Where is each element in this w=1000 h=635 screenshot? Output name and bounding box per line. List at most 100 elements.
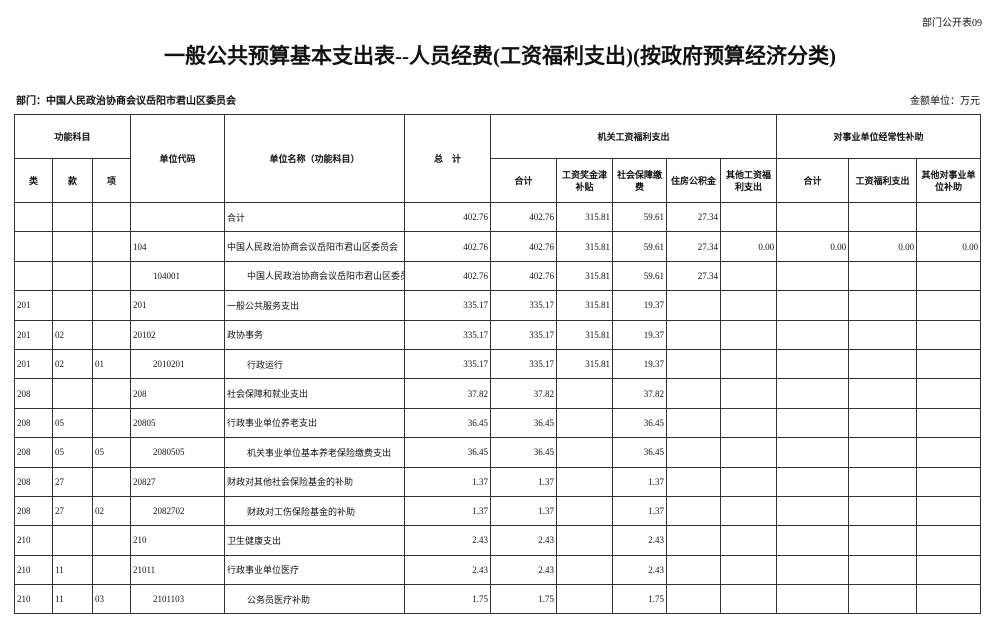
table-row: 208 208 社会保障和就业支出 37.82 37.82 37.82 (14, 378, 982, 409)
cell (848, 437, 918, 468)
table-row: 210 11 21011 行政事业单位医疗 2.43 2.43 2.43 (14, 554, 982, 586)
cell: 机关事业单位基本养老保险缴费支出 (224, 437, 405, 468)
table-row: 208 05 20805 行政事业单位养老支出 36.45 36.45 36.45 (14, 407, 982, 439)
cell (719, 407, 778, 439)
cell: 19.37 (612, 290, 667, 321)
table-row: 208 27 20827 财政对其他社会保险基金的补助 1.37 1.37 1.37 (14, 466, 982, 497)
cell: 201 (14, 290, 53, 321)
header-cell: 总 计 (404, 114, 491, 203)
cell: 11 (52, 584, 93, 615)
header-cell: 合计 (490, 158, 557, 203)
cell (92, 319, 131, 350)
cell: 中国人民政治协商会议岳阳市君山区委员会 (224, 260, 405, 292)
cell: 27 (52, 466, 93, 497)
cell: 1.37 (404, 495, 491, 527)
cell (92, 201, 131, 233)
cell: 1.37 (404, 466, 491, 497)
cell (92, 525, 131, 556)
cell (556, 495, 613, 527)
cell: 2082702 (130, 495, 225, 527)
cell: 36.45 (404, 407, 491, 439)
cell (848, 290, 918, 321)
table-row: 104 中国人民政治协商会议岳阳市君山区委员会 402.76 402.76 315.81… (14, 231, 982, 262)
cell: 36.45 (490, 407, 557, 439)
cell (666, 554, 721, 586)
cell (776, 290, 850, 321)
cell: 402.76 (490, 260, 557, 292)
cell: 36.45 (612, 407, 667, 439)
cell: 37.82 (612, 378, 667, 409)
cell (848, 348, 918, 380)
cell: 2.43 (404, 554, 491, 586)
cell: 2.43 (490, 554, 557, 586)
cell: 36.45 (612, 437, 667, 468)
cell: 335.17 (404, 290, 491, 321)
cell (776, 378, 850, 409)
cell (916, 260, 982, 292)
cell: 02 (52, 319, 93, 350)
cell (776, 319, 850, 350)
cell (916, 348, 982, 380)
cell: 59.61 (612, 201, 667, 233)
cell: 社会保障和就业支出 (224, 378, 405, 409)
cell: 201 (14, 319, 53, 350)
cell (556, 378, 613, 409)
cell: 2.43 (490, 525, 557, 556)
header-cell: 单位代码 (130, 114, 225, 203)
cell: 59.61 (612, 260, 667, 292)
cell: 59.61 (612, 231, 667, 262)
cell: 335.17 (404, 348, 491, 380)
cell: 0.00 (719, 231, 778, 262)
cell: 37.82 (490, 378, 557, 409)
cell: 01 (92, 348, 131, 380)
cell: 201 (130, 290, 225, 321)
cell: 2080505 (130, 437, 225, 468)
cell (52, 290, 93, 321)
cell (776, 348, 850, 380)
cell: 行政事业单位医疗 (224, 554, 405, 586)
header-cell: 对事业单位经常性补助 (776, 114, 982, 159)
cell: 402.76 (404, 231, 491, 262)
cell (848, 260, 918, 292)
cell: 335.17 (490, 290, 557, 321)
table-row: 104001 中国人民政治协商会议岳阳市君山区委员会 402.76 402.76 315… (14, 260, 982, 292)
cell (719, 584, 778, 615)
cell (556, 584, 613, 615)
cell: 402.76 (404, 260, 491, 292)
cell: 02 (92, 495, 131, 527)
cell: 05 (92, 437, 131, 468)
cell (556, 525, 613, 556)
cell (776, 260, 850, 292)
cell: 0.00 (848, 231, 918, 262)
cell: 05 (52, 407, 93, 439)
header-cell: 住房公积金 (666, 158, 721, 203)
cell (848, 554, 918, 586)
cell: 37.82 (404, 378, 491, 409)
cell (848, 525, 918, 556)
cell: 公务员医疗补助 (224, 584, 405, 615)
cell: 11 (52, 554, 93, 586)
header-cell: 单位名称（功能科目） (224, 114, 405, 203)
unit: 金额单位：万元 (910, 96, 980, 107)
cell: 402.76 (490, 231, 557, 262)
cell (776, 466, 850, 497)
header-cell: 工资奖金津补贴 (556, 158, 613, 203)
title: 一般公共预算基本支出表--人员经费(工资福利支出)(按政府预算经济分类) (164, 44, 836, 68)
cell: 208 (14, 495, 53, 527)
cell: 335.17 (490, 348, 557, 380)
table-row: 201 201 一般公共服务支出 335.17 335.17 315.81 19.37 (14, 290, 982, 321)
cell (719, 554, 778, 586)
cell: 315.81 (556, 290, 613, 321)
header-cell: 类 (14, 158, 53, 203)
cell (666, 525, 721, 556)
cell: 104 (130, 231, 225, 262)
cell: 财政对其他社会保险基金的补助 (224, 466, 405, 497)
cell: 1.75 (490, 584, 557, 615)
cell (719, 319, 778, 350)
cell: 1.37 (612, 495, 667, 527)
cell (848, 201, 918, 233)
header-cell: 其他对事业单位补助 (916, 158, 982, 203)
header-cell: 款 (52, 158, 93, 203)
cell (666, 584, 721, 615)
cell: 208 (14, 407, 53, 439)
